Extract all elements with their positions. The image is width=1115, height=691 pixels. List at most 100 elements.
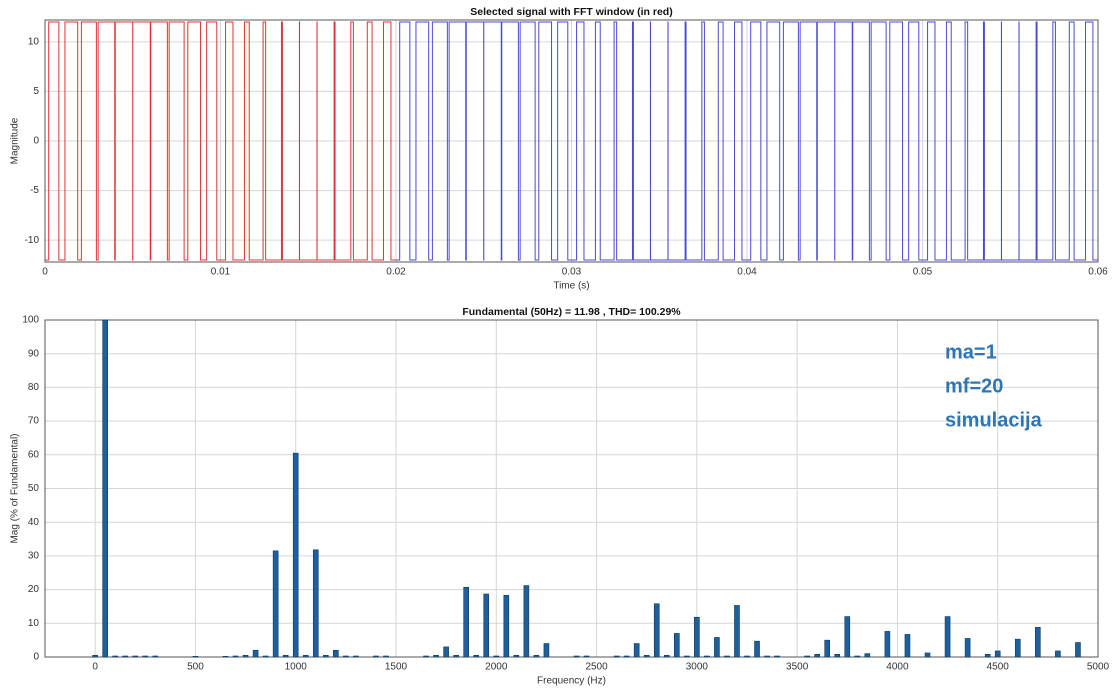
- bar: [493, 655, 500, 658]
- bar: [834, 654, 841, 658]
- bar: [684, 655, 690, 658]
- plot-frame: [44, 319, 1099, 658]
- bar: [112, 655, 118, 658]
- bar: [483, 593, 490, 658]
- chart-title: Selected signal with FFT window (in red): [470, 6, 672, 18]
- y-tick-label: 10: [28, 618, 40, 629]
- x-tick-label: 4000: [886, 662, 909, 673]
- x-tick-label: 4500: [987, 662, 1010, 673]
- bar: [192, 656, 199, 658]
- bar: [333, 649, 339, 658]
- bar: [774, 655, 780, 658]
- bar: [1014, 638, 1021, 658]
- bar: [964, 638, 971, 658]
- bar: [613, 655, 620, 658]
- bar: [643, 655, 650, 658]
- y-tick-label: 30: [28, 551, 40, 562]
- y-tick-label: 20: [28, 584, 40, 595]
- bar: [734, 605, 740, 658]
- bar: [804, 655, 810, 658]
- bar: [142, 655, 149, 658]
- bar: [663, 655, 670, 658]
- y-tick-label: 70: [28, 416, 40, 427]
- y-tick-label: 50: [28, 483, 40, 494]
- y-tick-label: 40: [28, 517, 40, 528]
- y-tick-label: 60: [28, 449, 40, 460]
- bar: [824, 639, 831, 658]
- y-axis-label: Magnitude: [10, 117, 21, 164]
- bar: [423, 655, 429, 658]
- x-tick-label: 0.06: [1088, 267, 1108, 278]
- x-tick-label: 0.04: [737, 267, 757, 278]
- chart-title: Fundamental (50Hz) = 11.98 , THD= 100.29…: [462, 306, 681, 318]
- bar: [864, 653, 871, 658]
- bar: [463, 586, 470, 658]
- bar: [844, 616, 851, 658]
- y-tick-label: 80: [28, 382, 40, 393]
- bar: [764, 655, 770, 658]
- x-tick-label: 0.02: [386, 267, 406, 278]
- bar: [252, 649, 259, 658]
- bar: [944, 616, 951, 658]
- x-tick-label: 3500: [786, 662, 809, 673]
- x-tick-label: 2500: [585, 662, 608, 673]
- bar: [353, 655, 359, 658]
- bar: [884, 631, 891, 658]
- bar: [222, 656, 229, 658]
- plot-frame: [44, 19, 1099, 263]
- bar: [704, 655, 710, 658]
- bar: [433, 655, 439, 658]
- bar: [673, 633, 680, 658]
- bar: [754, 640, 760, 658]
- bar: [1035, 627, 1041, 658]
- bar: [714, 637, 720, 658]
- bar: [272, 550, 279, 658]
- bar: [523, 585, 530, 658]
- bar: [633, 643, 640, 658]
- bar: [232, 655, 239, 658]
- bar: [262, 655, 269, 658]
- bar: [573, 655, 580, 658]
- y-tick-label: -10: [25, 235, 40, 246]
- x-axis-label: Time (s): [553, 281, 589, 292]
- signal-line: [396, 21, 1098, 261]
- bar: [814, 654, 821, 658]
- bar: [373, 655, 379, 658]
- signal-line: [45, 21, 396, 261]
- bar: [513, 655, 520, 658]
- bar: [694, 616, 700, 658]
- y-tick-label: -5: [30, 185, 39, 196]
- bar: [282, 655, 289, 658]
- bar: [623, 655, 630, 658]
- bar: [473, 655, 480, 658]
- bar: [984, 654, 991, 658]
- x-tick-label: 0.01: [211, 267, 231, 278]
- bar: [1075, 642, 1081, 658]
- bar: [292, 452, 299, 658]
- x-tick-label: 0: [42, 267, 48, 278]
- x-axis-label: Frequency (Hz): [537, 676, 606, 687]
- bar: [92, 655, 98, 658]
- bar: [543, 643, 550, 658]
- bar: [383, 655, 389, 658]
- bar: [653, 603, 660, 658]
- bar: [1055, 650, 1061, 658]
- x-tick-label: 3000: [686, 662, 709, 673]
- bar: [322, 655, 329, 658]
- bar: [994, 650, 1001, 658]
- y-tick-label: 100: [22, 315, 39, 326]
- bar: [302, 655, 309, 658]
- y-tick-label: 90: [28, 348, 40, 359]
- y-tick-label: 0: [33, 136, 39, 147]
- y-tick-label: 5: [33, 86, 39, 97]
- bar: [724, 655, 730, 658]
- bar: [904, 634, 911, 658]
- bar: [242, 655, 249, 658]
- x-tick-label: 1000: [285, 662, 308, 673]
- bar: [443, 646, 449, 658]
- bar: [453, 655, 459, 658]
- bar: [583, 655, 590, 658]
- bar: [152, 655, 159, 658]
- x-tick-label: 0.05: [913, 267, 933, 278]
